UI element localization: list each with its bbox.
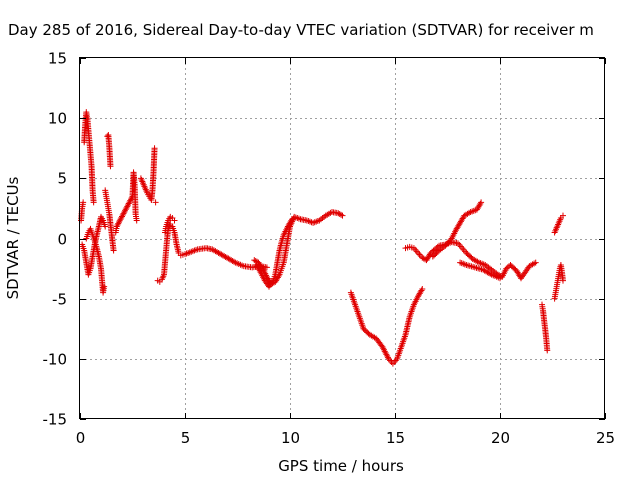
data-point bbox=[263, 264, 270, 271]
data-point bbox=[442, 242, 449, 249]
data-point bbox=[152, 199, 159, 206]
data-point bbox=[256, 267, 263, 274]
series-arc-2 bbox=[251, 209, 346, 288]
y-tick-label: -15 bbox=[43, 411, 68, 429]
x-tick-label: 10 bbox=[281, 429, 300, 447]
y-tick-label: -5 bbox=[52, 291, 67, 309]
series-early-arc-b bbox=[79, 213, 109, 278]
data-point bbox=[478, 199, 485, 206]
x-tick-label: 0 bbox=[76, 429, 86, 447]
series-early-arc-c bbox=[83, 225, 108, 296]
x-tick-label: 20 bbox=[491, 429, 510, 447]
y-axis-tick-labels: 15 10 5 0 -5 -10 -15 bbox=[43, 50, 68, 429]
data-point bbox=[107, 163, 114, 170]
data-point bbox=[444, 239, 451, 246]
data-point bbox=[289, 216, 296, 223]
data-point bbox=[418, 287, 425, 294]
data-point bbox=[560, 212, 566, 219]
series-arc-3 bbox=[253, 216, 296, 290]
series-arc-4 bbox=[347, 286, 426, 367]
data-point bbox=[419, 286, 426, 293]
data-point bbox=[90, 199, 97, 206]
series-early-arc-e bbox=[112, 145, 159, 236]
data-point bbox=[231, 258, 237, 265]
data-point bbox=[447, 236, 454, 243]
x-tick-label: 25 bbox=[596, 429, 615, 447]
x-axis-label: GPS time / hours bbox=[278, 457, 404, 475]
y-tick-label: 5 bbox=[57, 170, 67, 188]
data-point bbox=[477, 200, 484, 207]
data-point bbox=[446, 238, 453, 245]
data-point bbox=[544, 347, 551, 354]
tick-marks bbox=[80, 58, 606, 420]
series-early-arc-d bbox=[102, 132, 117, 254]
data-point bbox=[110, 247, 117, 254]
series-arc-7 bbox=[539, 212, 566, 354]
data-point bbox=[151, 145, 158, 152]
series-arc-5 bbox=[402, 239, 539, 282]
series-early-arc-a bbox=[78, 109, 97, 224]
data-point bbox=[306, 218, 313, 225]
data-points bbox=[78, 109, 566, 367]
data-point bbox=[338, 211, 345, 218]
x-axis-tick-labels: 0 5 10 15 20 25 bbox=[76, 429, 615, 447]
y-tick-label: 15 bbox=[48, 50, 67, 68]
data-point bbox=[101, 283, 108, 290]
y-tick-label: 10 bbox=[48, 110, 67, 128]
chart-title: Day 285 of 2016, Sidereal Day-to-day VTE… bbox=[8, 21, 594, 39]
series-arc-1 bbox=[154, 221, 270, 285]
data-point bbox=[102, 223, 109, 230]
series-arc-6 bbox=[429, 199, 503, 282]
data-point bbox=[497, 275, 503, 282]
data-point bbox=[443, 241, 450, 248]
data-point bbox=[288, 217, 295, 224]
y-tick-label: -10 bbox=[43, 351, 68, 369]
y-tick-label: 0 bbox=[57, 231, 67, 249]
data-point bbox=[275, 273, 282, 280]
data-point bbox=[171, 217, 178, 224]
grid-layer bbox=[80, 58, 605, 419]
y-axis-label: SDTVAR / TECUs bbox=[4, 176, 22, 299]
data-point bbox=[560, 277, 566, 284]
data-point bbox=[487, 270, 494, 277]
x-tick-label: 5 bbox=[181, 429, 191, 447]
series-arc-1b bbox=[162, 213, 178, 236]
plot-frame bbox=[79, 57, 605, 419]
data-point bbox=[133, 217, 140, 224]
data-point bbox=[339, 212, 346, 219]
x-tick-label: 15 bbox=[386, 429, 405, 447]
data-point bbox=[532, 259, 539, 266]
data-point bbox=[80, 199, 87, 206]
